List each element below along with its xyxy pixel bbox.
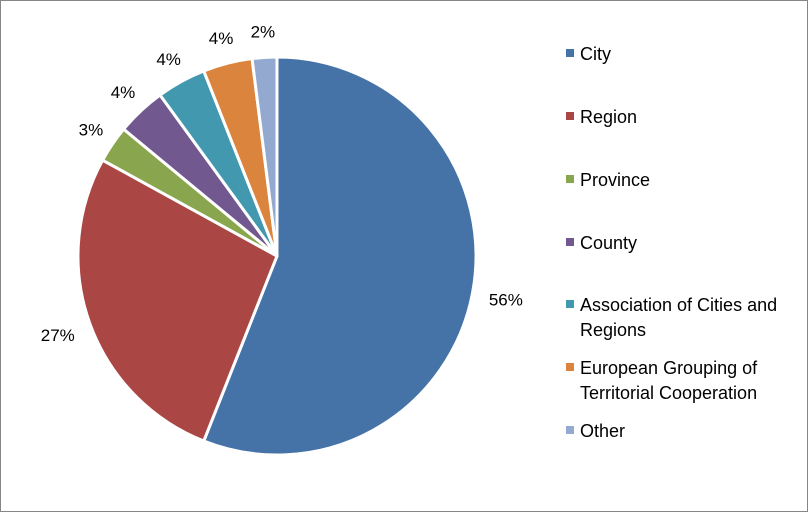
legend-swatch-county	[566, 238, 574, 246]
legend-label-region: Region	[580, 107, 637, 127]
data-label-association-of-cities-and-regions: 4%	[156, 50, 181, 69]
legend-label-european-grouping-of-territorial-cooperation: European Grouping of Territorial Cooperat…	[580, 358, 758, 403]
legend-item-other: Other	[566, 421, 625, 441]
data-label-european-grouping-of-territorial-cooperation: 4%	[209, 29, 234, 48]
legend-item-county: County	[566, 233, 637, 253]
slice-other	[250, 55, 279, 258]
data-label-other: 2%	[251, 22, 276, 41]
legend-swatch-province	[566, 175, 574, 183]
legend-swatch-other	[566, 426, 574, 434]
data-label-region: 27%	[41, 326, 75, 345]
data-label-city: 56%	[489, 291, 523, 310]
legend-label-city: City	[580, 44, 611, 64]
legend-item-region: Region	[566, 107, 637, 127]
legend-label-county: County	[580, 233, 637, 253]
pie-slices	[76, 55, 478, 457]
legend-item-province: Province	[566, 170, 650, 190]
data-label-county: 4%	[111, 83, 136, 102]
legend-swatch-european-grouping-of-territorial-cooperation	[566, 363, 574, 371]
legend: City Region Province County Association of C…	[566, 44, 777, 441]
legend-swatch-city	[566, 49, 574, 57]
legend-item-association-of-cities-and-regions: Association of Cities and Regions	[566, 295, 777, 340]
legend-label-association-of-cities-and-regions: Association of Cities and Regions	[580, 295, 777, 340]
slice-city	[202, 55, 478, 457]
data-labels: 56% 27% 3% 4% 4% 4% 2%	[41, 22, 523, 344]
data-label-province: 3%	[79, 121, 104, 140]
legend-label-other: Other	[580, 421, 625, 441]
legend-item-european-grouping-of-territorial-cooperation: European Grouping of Territorial Cooperat…	[566, 358, 758, 403]
legend-item-city: City	[566, 44, 611, 64]
legend-swatch-region	[566, 112, 574, 120]
legend-swatch-association-of-cities-and-regions	[566, 300, 574, 308]
legend-label-province: Province	[580, 170, 650, 190]
